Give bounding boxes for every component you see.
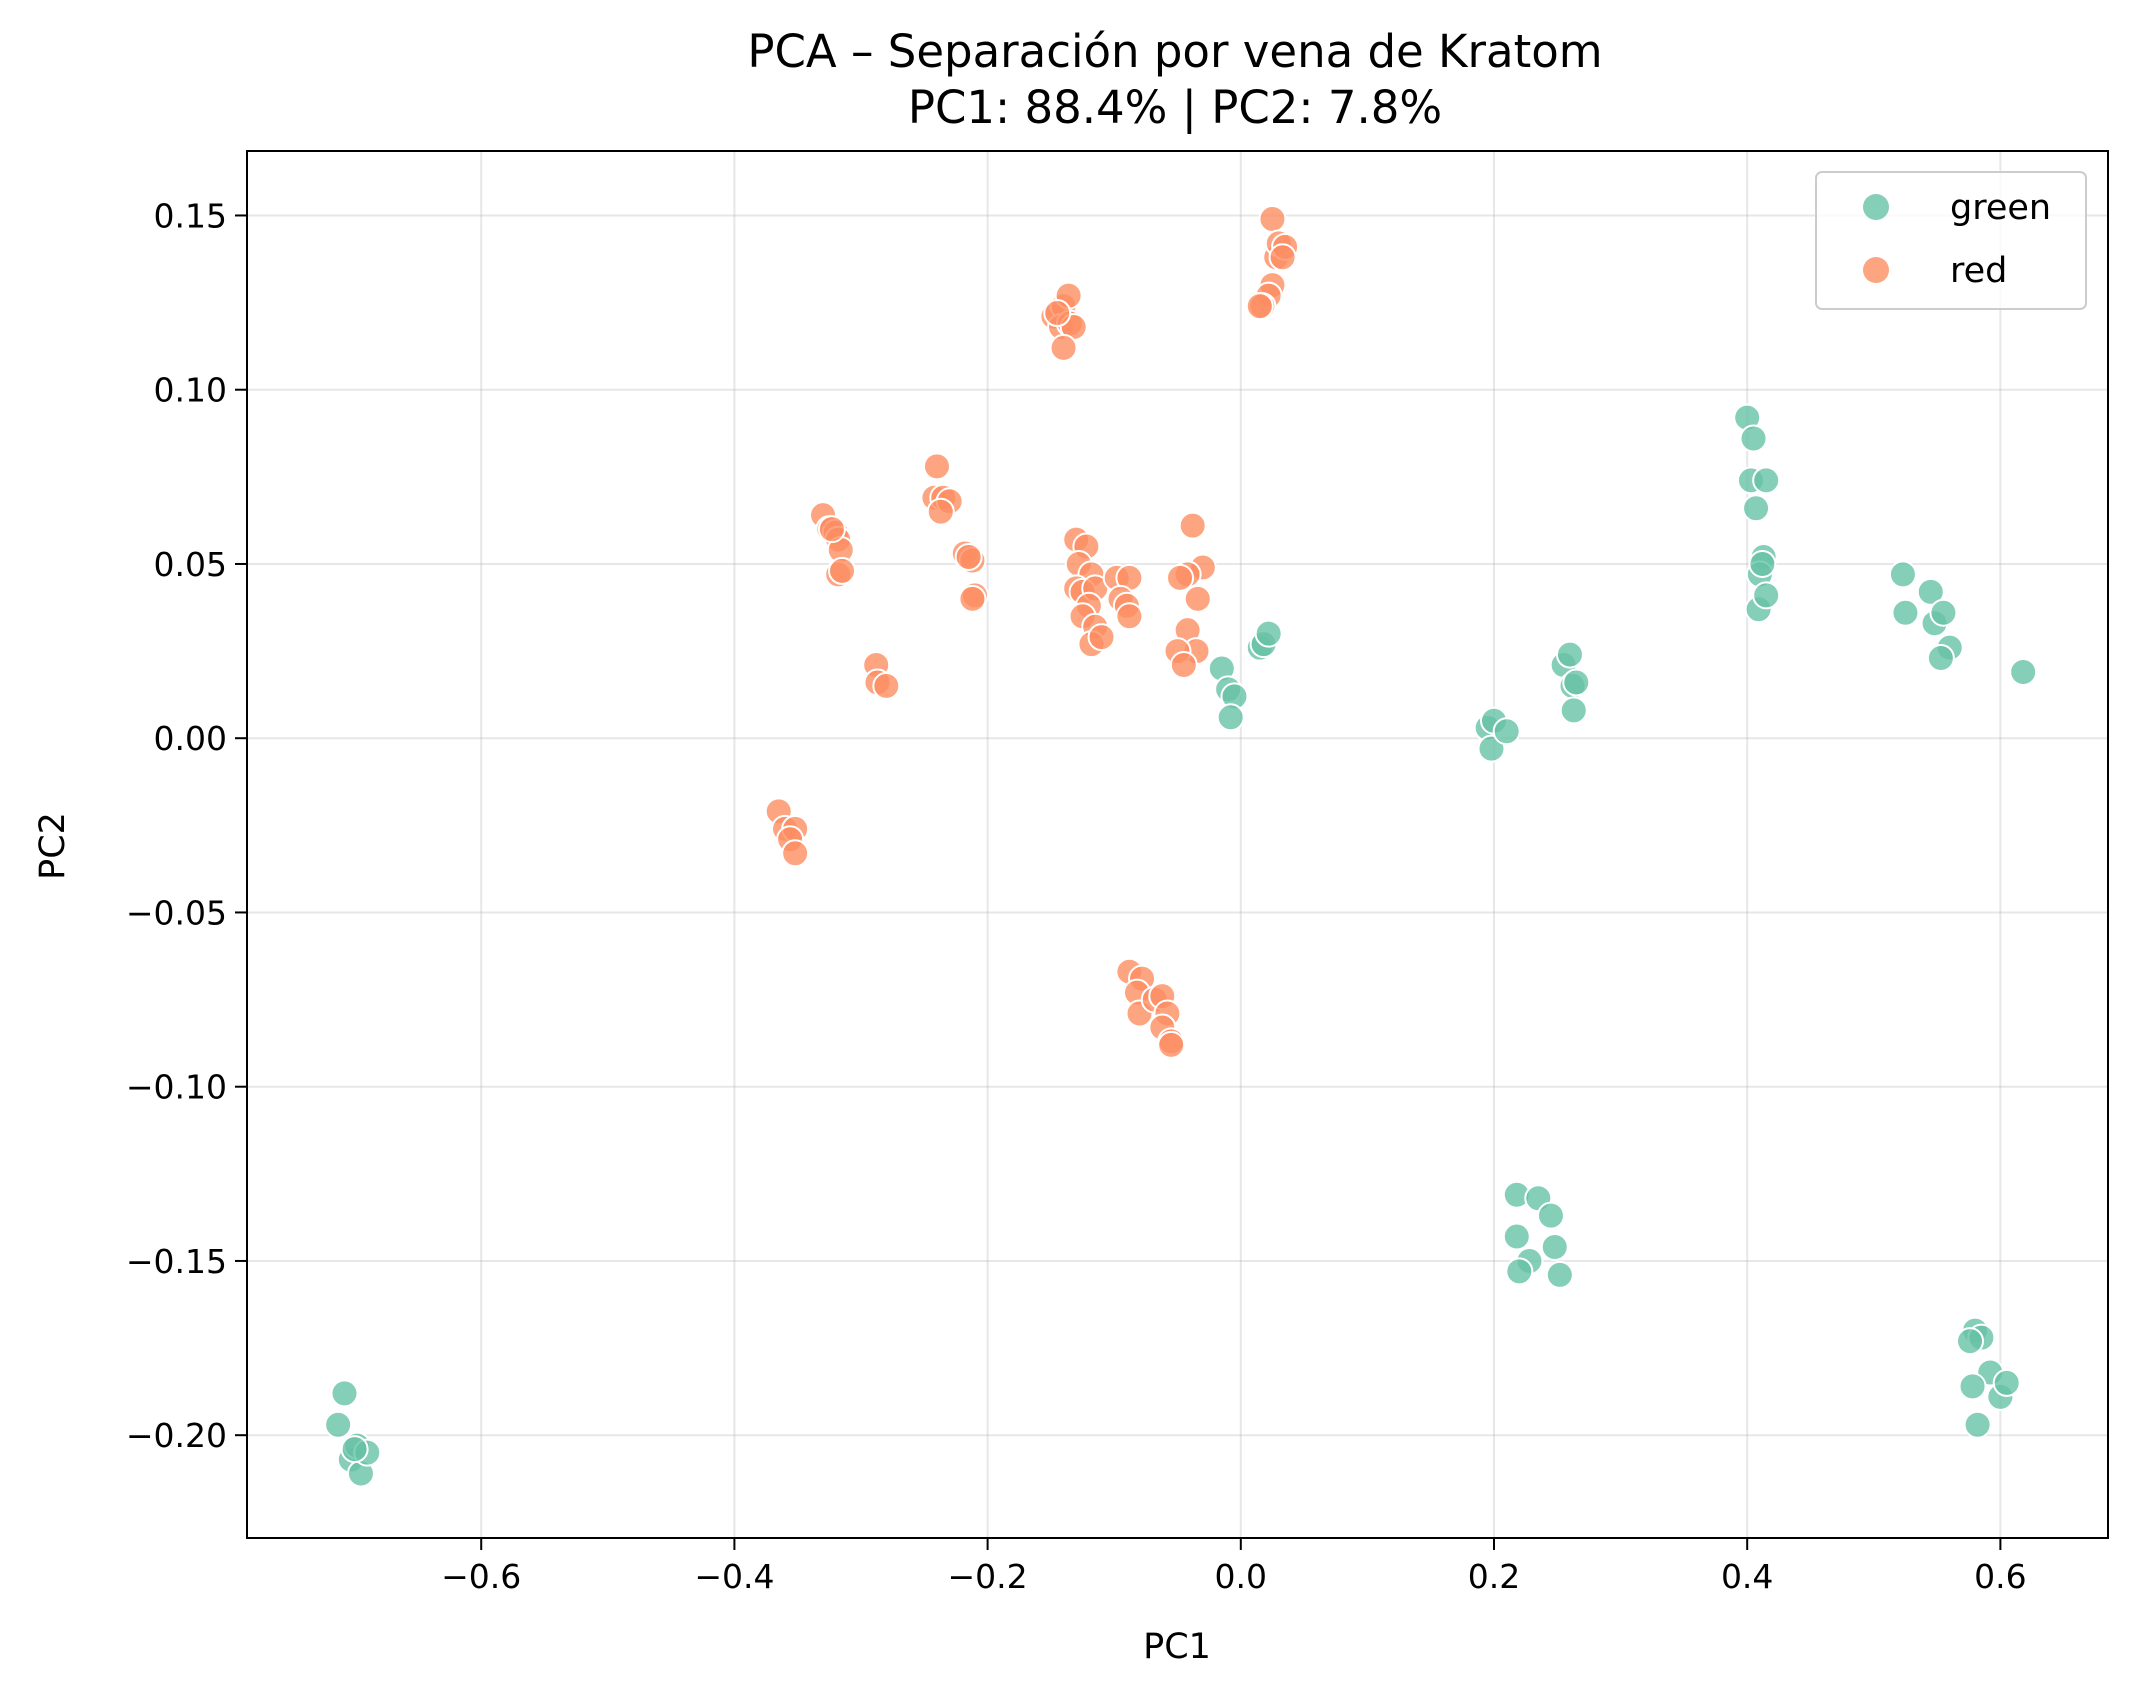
point-green (1254, 619, 1283, 648)
point-green (1505, 1257, 1534, 1286)
x-tick-label: 0.2 (1468, 1557, 1520, 1596)
point-green (1926, 644, 1955, 673)
point-green (1963, 1410, 1992, 1439)
point-green (324, 1410, 353, 1439)
point-red (1157, 1030, 1186, 1059)
point-green (1742, 494, 1771, 523)
point-red (958, 584, 987, 613)
legend-marker-red (1863, 257, 1889, 283)
point-red (872, 671, 901, 700)
point-green (1752, 581, 1781, 610)
chart-subtitle: PC1: 88.4% | PC2: 7.8% (908, 81, 1442, 134)
point-red (1245, 292, 1274, 321)
point-red (1166, 563, 1195, 592)
plot-frame (246, 150, 2109, 1539)
point-red (1183, 584, 1212, 613)
point-green (330, 1379, 359, 1408)
chart-title: PCA – Separación por vena de Kratom (747, 25, 1602, 78)
point-red (1169, 651, 1198, 680)
point-green (2009, 657, 2038, 686)
point-green (1916, 577, 1945, 606)
point-green (1888, 560, 1917, 589)
y-axis-label: PC2 (33, 812, 73, 880)
point-red (781, 839, 810, 868)
y-tick-label: 0.05 (154, 545, 227, 584)
legend-marker-green (1863, 194, 1889, 220)
x-tick-label: 0.0 (1215, 1557, 1267, 1596)
point-green (1891, 598, 1920, 627)
x-axis-ticks: −0.6 −0.4 −0.2 0.0 0.2 0.4 0.6 (441, 1538, 2027, 1596)
data-points (324, 204, 2038, 1488)
point-red (922, 452, 951, 481)
y-tick-label: 0.10 (154, 371, 227, 410)
point-red (1258, 204, 1287, 233)
point-red (1268, 243, 1297, 272)
point-green (1956, 1327, 1985, 1356)
grid-lines (247, 151, 2108, 1538)
x-tick-label: 0.4 (1721, 1557, 1773, 1596)
point-green (1492, 717, 1521, 746)
x-tick-label: −0.6 (441, 1557, 521, 1596)
legend: green red (1815, 171, 2087, 310)
point-green (1748, 549, 1777, 578)
point-green (1958, 1372, 1987, 1401)
point-red (817, 515, 846, 544)
point-green (1739, 424, 1768, 453)
y-tick-label: −0.20 (126, 1416, 227, 1455)
x-tick-label: 0.6 (1974, 1557, 2026, 1596)
point-red (828, 556, 857, 585)
point-green (1752, 466, 1781, 495)
x-tick-label: −0.4 (694, 1557, 774, 1596)
series-green (324, 403, 2038, 1488)
point-red (1178, 511, 1207, 540)
point-red (926, 497, 955, 526)
y-tick-label: −0.10 (126, 1068, 227, 1107)
point-red (954, 542, 983, 571)
point-green (1559, 696, 1588, 725)
point-green (340, 1435, 369, 1464)
point-green (1536, 1201, 1565, 1230)
x-tick-label: −0.2 (948, 1557, 1028, 1596)
point-green (1929, 598, 1958, 627)
point-green (1540, 1233, 1569, 1262)
point-red (1115, 602, 1144, 631)
point-green (1545, 1260, 1574, 1289)
point-red (1049, 333, 1078, 362)
point-green (1562, 668, 1591, 697)
y-axis-ticks: 0.15 0.10 0.05 0.00 −0.05 −0.10 −0.15 −0.20 (126, 196, 247, 1455)
point-red (1043, 299, 1072, 328)
point-red (1087, 623, 1116, 652)
point-green (1216, 703, 1245, 732)
point-green (1992, 1368, 2021, 1397)
y-tick-label: −0.15 (126, 1242, 227, 1281)
y-tick-label: −0.05 (126, 893, 227, 932)
x-axis-label: PC1 (1143, 1627, 1211, 1667)
legend-label-green: green (1950, 188, 2051, 228)
y-tick-label: 0.00 (154, 719, 227, 758)
point-green (1555, 640, 1584, 669)
series-red (764, 204, 1300, 1059)
legend-label-red: red (1950, 251, 2007, 291)
y-tick-label: 0.15 (154, 196, 227, 235)
point-green (1502, 1222, 1531, 1251)
